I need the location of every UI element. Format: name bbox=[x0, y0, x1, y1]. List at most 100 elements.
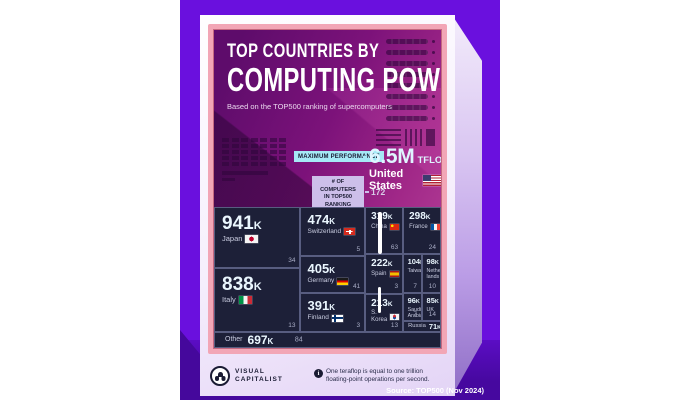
cell-value: 474 K bbox=[307, 212, 335, 227]
server-rack-row-icon bbox=[386, 116, 435, 121]
connector-line-2 bbox=[365, 191, 369, 193]
rack-bars-icon bbox=[404, 129, 422, 146]
cell-computer-count: 24 bbox=[428, 243, 436, 251]
page-curl-highlight-2 bbox=[378, 287, 381, 313]
cell-country-label: Nether-lands bbox=[426, 267, 441, 280]
server-rack-row-icon bbox=[386, 83, 435, 88]
equalizer-row bbox=[222, 138, 286, 142]
treemap-cell-uk: 85 K UK 14 bbox=[422, 293, 441, 322]
cell-value: 71 K bbox=[428, 321, 441, 331]
cell-value: 298 K bbox=[409, 211, 431, 222]
treemap-cell-saudiarabia: 96 K Saudi Arabia 7 bbox=[403, 293, 423, 322]
flag-switzerland-icon bbox=[344, 228, 356, 236]
cell-value: 941 K bbox=[222, 213, 262, 234]
server-rack-row-icon bbox=[386, 94, 435, 99]
cell-value: 405 K bbox=[307, 261, 335, 277]
cell-computer-count: 5 bbox=[356, 245, 361, 253]
treemap-cell-italy: 838 K Italy 13 bbox=[214, 267, 301, 333]
flag-united-states-icon bbox=[423, 174, 441, 186]
treemap-cell-france: 298 K France 24 bbox=[403, 207, 441, 255]
source-credit: Source: TOP500 (Nov 2024) bbox=[386, 386, 484, 395]
visual-capitalist-logo: VISUAL CAPITALIST bbox=[210, 366, 283, 386]
cell-country-label: Other bbox=[225, 336, 243, 344]
max-performance-label: MAXIMUM PERFORMANCE bbox=[294, 151, 384, 162]
rack-lines-icon bbox=[375, 126, 401, 146]
cell-country-label: Russia bbox=[408, 323, 426, 330]
leader-country-name: United States bbox=[369, 168, 404, 192]
treemap: 941 K Japan 34 838 K Italy 13 474 K Switzerland 5 40… bbox=[214, 207, 441, 348]
server-rack-row-icon bbox=[386, 61, 435, 66]
cell-computer-count: 63 bbox=[390, 243, 399, 251]
card-footer: VISUAL CAPITALIST One teraflop is equal … bbox=[210, 358, 446, 394]
equalizer-rows bbox=[222, 138, 286, 166]
connector-line bbox=[363, 156, 367, 158]
cell-computer-count: 84 bbox=[294, 336, 303, 344]
cell-computer-count: 13 bbox=[390, 321, 399, 329]
visual-capitalist-wordmark: VISUAL CAPITALIST bbox=[235, 368, 283, 385]
leader-country: United States bbox=[369, 168, 441, 192]
tflops-unit: TFLOPS bbox=[417, 155, 442, 166]
title-line-2: COMPUTING POWER bbox=[227, 61, 441, 98]
cell-country-label: Japan bbox=[222, 234, 292, 244]
teraflop-note-text: One teraflop is equal to one trillion fl… bbox=[326, 367, 430, 383]
flag-china-icon bbox=[389, 223, 399, 230]
slab-front-face: TOP COUNTRIES BY COMPUTING POWER Based o… bbox=[200, 15, 455, 396]
cell-value: 222 K bbox=[371, 258, 393, 270]
flag-finland-icon bbox=[331, 314, 343, 322]
cell-country-label: Spain bbox=[371, 271, 399, 278]
treemap-cell-other: Other 697 K 84 bbox=[214, 332, 441, 348]
treemap-cell-china: 319KChina 63 bbox=[365, 207, 404, 255]
cell-country-label: Taiwan bbox=[407, 267, 422, 274]
cell-value: 104K bbox=[407, 257, 421, 267]
teraflop-note: One teraflop is equal to one trillion fl… bbox=[314, 368, 446, 385]
equalizer-row bbox=[222, 144, 286, 148]
cell-country-label: Finland bbox=[307, 314, 358, 322]
cell-computer-count: 7 bbox=[413, 310, 418, 318]
cell-computer-count: 34 bbox=[288, 257, 296, 265]
cell-value: 697 K bbox=[247, 333, 274, 348]
cell-computer-count: 10 bbox=[428, 282, 436, 290]
server-rack-detail-icon bbox=[375, 126, 435, 146]
tflops-value: 6.5M bbox=[369, 145, 415, 168]
server-rack-row-icon bbox=[386, 50, 435, 55]
cell-country-label: Germany bbox=[307, 277, 358, 285]
treemap-cell-finland: 391 K Finland 3 bbox=[300, 293, 366, 333]
server-rack-icon bbox=[386, 39, 435, 127]
visual-capitalist-binoculars-icon bbox=[210, 366, 230, 386]
cell-value: 319K bbox=[371, 212, 393, 222]
server-rack-row-icon bbox=[386, 105, 435, 110]
treemap-cell-japan: 941 K Japan 34 bbox=[214, 207, 301, 268]
computers-label: # OF COMPUTERS IN TOP500 RANKING bbox=[312, 176, 364, 213]
cell-value: 213K bbox=[371, 298, 393, 308]
cell-value: 838 K bbox=[222, 273, 262, 295]
brand-line-2: CAPITALIST bbox=[235, 376, 283, 383]
slab-3d-edge bbox=[452, 15, 482, 396]
flag-skorea-icon bbox=[390, 314, 400, 321]
cell-computer-count: 3 bbox=[394, 283, 399, 291]
cell-value: 96 K bbox=[407, 296, 420, 306]
equalizer-row bbox=[222, 162, 286, 166]
infographic-canvas: TOP COUNTRIES BY COMPUTING POWER Based o… bbox=[213, 29, 442, 349]
cell-value: 391 K bbox=[307, 298, 335, 314]
pink-frame: TOP COUNTRIES BY COMPUTING POWER Based o… bbox=[208, 24, 447, 354]
flag-spain-icon bbox=[389, 271, 399, 278]
server-rack-row-icon bbox=[386, 72, 435, 77]
treemap-cell-russia: Russia71K6 bbox=[403, 321, 441, 333]
cell-computer-count: 7 bbox=[413, 282, 418, 290]
title-block: TOP COUNTRIES BY COMPUTING POWER Based o… bbox=[227, 41, 441, 111]
equalizer-dash bbox=[222, 177, 235, 181]
info-icon bbox=[314, 368, 323, 378]
flag-france-icon bbox=[430, 223, 440, 230]
flag-japan-icon bbox=[245, 235, 259, 244]
subtitle: Based on the TOP500 ranking of supercomp… bbox=[227, 102, 392, 111]
equalizer-row bbox=[222, 150, 286, 154]
cell-value: 85 K bbox=[426, 296, 439, 306]
treemap-cell-switzerland: 474 K Switzerland 5 bbox=[300, 207, 366, 257]
cell-computer-count: 13 bbox=[288, 321, 296, 329]
brand-line-1: VISUAL bbox=[235, 367, 265, 375]
cell-value: 98 K bbox=[426, 257, 439, 267]
flag-italy-icon bbox=[238, 296, 252, 305]
rack-block-icon bbox=[426, 129, 435, 146]
